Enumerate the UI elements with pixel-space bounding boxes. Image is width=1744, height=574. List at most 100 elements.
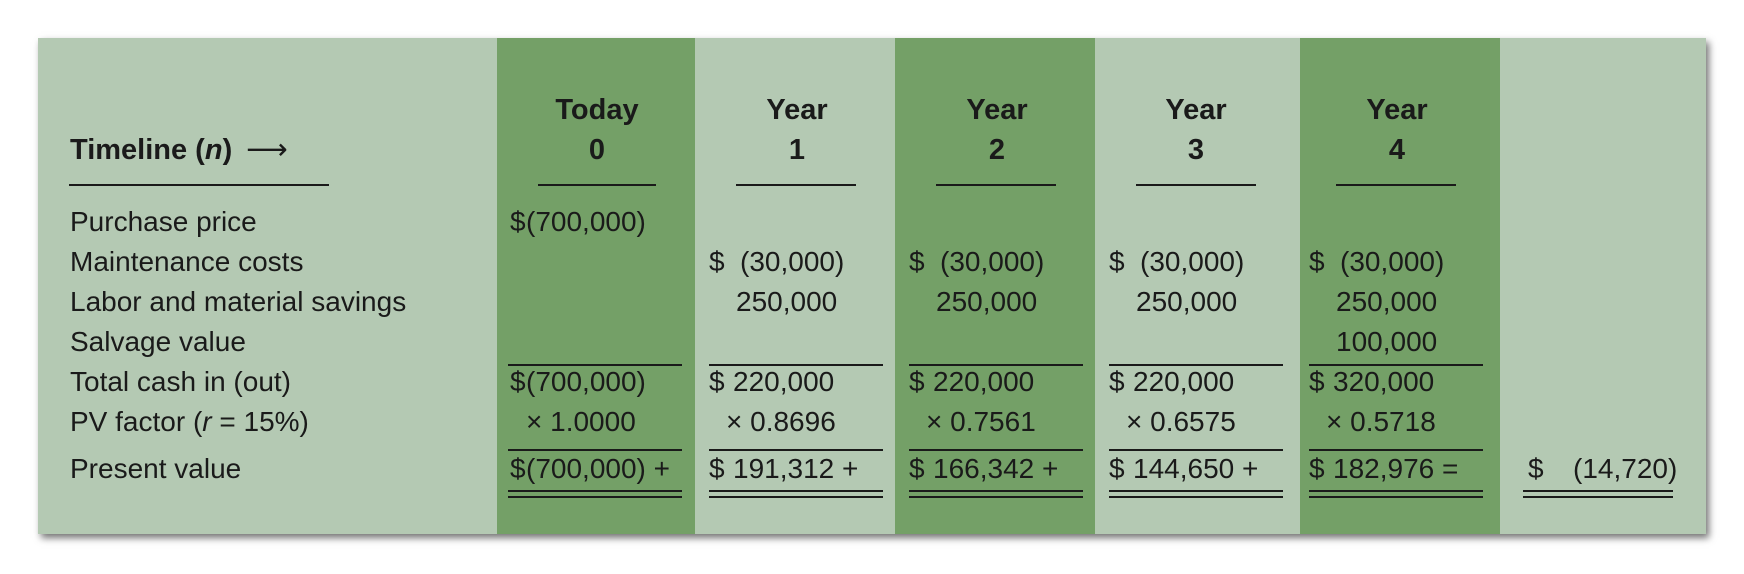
subtotal-rule (1309, 364, 1483, 366)
row-label-maintenance-costs: Maintenance costs (70, 246, 304, 277)
amount: 220,000 (1133, 366, 1235, 397)
pv-factor-r: r (202, 406, 212, 437)
amount: 220,000 (933, 366, 1035, 397)
maintenance-year-3: $ (30,000) (1109, 242, 1269, 282)
pv-factor-year-1: × 0.8696 (726, 406, 836, 437)
amount: (30,000) (740, 246, 845, 277)
total-cash-year-4: $ 320,000 (1309, 362, 1479, 402)
labor-savings-year-4: 250,000 (1336, 286, 1438, 317)
timeline-n: n (204, 134, 223, 166)
double-underline (1109, 490, 1283, 498)
double-underline (1309, 490, 1483, 498)
amount: 182,976 = (1333, 453, 1459, 484)
amount: 220,000 (733, 366, 835, 397)
currency-symbol: $ (1109, 366, 1125, 397)
labor-savings-year-3: 250,000 (1136, 286, 1238, 317)
salvage-value-year-4: 100,000 (1336, 326, 1438, 357)
labor-savings-year-1: 250,000 (736, 286, 838, 317)
amount: (700,000) (526, 366, 646, 397)
present-value-today: $ (700,000) + (510, 449, 686, 489)
currency-symbol: $ (1528, 453, 1544, 484)
col-header-today-title: Today (555, 94, 639, 126)
currency-symbol: $ (1109, 246, 1125, 277)
col-header-year-3-n: 3 (1187, 134, 1205, 166)
header-underline (538, 184, 656, 186)
currency-symbol: $ (1109, 453, 1125, 484)
timeline-label: Timeline (n) ⟶ (70, 130, 288, 170)
total-cash-year-3: $ 220,000 (1109, 362, 1279, 402)
col-header-year-1-n: 1 (788, 134, 806, 166)
col-header-year-1-title: Year (766, 94, 828, 126)
present-value-top-rule (1309, 449, 1483, 451)
col-header-today: Today 0 (497, 90, 697, 170)
subtotal-rule (508, 364, 682, 366)
purchase-price-today: $ (700,000) (510, 202, 670, 242)
double-underline (909, 490, 1083, 498)
currency-symbol: $ (510, 453, 526, 484)
row-label-pv-factor: PV factor (r = 15%) (70, 402, 309, 442)
header-underline (936, 184, 1056, 186)
pv-factor-prefix: PV factor ( (70, 406, 203, 437)
total-cash-today: $ (700,000) (510, 362, 680, 402)
subtotal-rule (1109, 364, 1283, 366)
column-band-today (497, 38, 695, 534)
column-band-year-4 (1300, 38, 1500, 534)
amount: (14,720) (1573, 453, 1678, 484)
pv-factor-year-2: × 0.7561 (926, 406, 1036, 437)
row-label-salvage-value: Salvage value (70, 326, 246, 357)
row-label-purchase-price: Purchase price (70, 206, 257, 237)
col-header-year-2-n: 2 (988, 134, 1006, 166)
column-band-year-2 (895, 38, 1095, 534)
amount: 144,650 + (1133, 453, 1259, 484)
maintenance-year-1: $ (30,000) (709, 242, 869, 282)
double-underline (1523, 490, 1673, 498)
maintenance-year-2: $ (30,000) (909, 242, 1069, 282)
row-label-labor-savings: Labor and material savings (70, 286, 407, 317)
currency-symbol: $ (709, 453, 725, 484)
currency-symbol: $ (909, 366, 925, 397)
col-header-year-2: Year 2 (897, 90, 1097, 170)
currency-symbol: $ (1309, 246, 1325, 277)
amount: (30,000) (1140, 246, 1245, 277)
timeline-label-text: Timeline ( (70, 134, 205, 166)
pv-factor-year-3: × 0.6575 (1126, 406, 1236, 437)
col-header-today-n: 0 (588, 134, 606, 166)
arrow-right-icon: ⟶ (246, 134, 288, 166)
amount: (700,000) + (526, 453, 670, 484)
amount: (30,000) (940, 246, 1045, 277)
amount: 320,000 (1333, 366, 1435, 397)
amount: (700,000) (526, 206, 646, 237)
present-value-year-4: $ 182,976 = (1309, 449, 1485, 489)
subtotal-rule (909, 364, 1083, 366)
currency-symbol: $ (909, 246, 925, 277)
amount: 191,312 + (733, 453, 859, 484)
present-value-year-2: $ 166,342 + (909, 449, 1085, 489)
currency-symbol: $ (1309, 366, 1325, 397)
amount: 166,342 + (933, 453, 1059, 484)
present-value-top-rule (909, 449, 1083, 451)
col-header-year-3: Year 3 (1096, 90, 1296, 170)
subtotal-rule (709, 364, 883, 366)
labor-savings-year-2: 250,000 (936, 286, 1038, 317)
col-header-year-4: Year 4 (1297, 90, 1497, 170)
currency-symbol: $ (510, 366, 526, 397)
double-underline (508, 490, 682, 498)
maintenance-year-4: $ (30,000) (1309, 242, 1469, 282)
col-header-year-1: Year 1 (697, 90, 897, 170)
col-header-year-4-title: Year (1366, 94, 1428, 126)
present-value-top-rule (1109, 449, 1283, 451)
present-value-top-rule (508, 449, 682, 451)
npv-timeline-table: Timeline (n) ⟶ Today 0 Year 1 Year 2 Yea… (38, 38, 1706, 534)
timeline-underline (69, 184, 329, 186)
timeline-label-close: ) (222, 134, 233, 166)
pv-factor-suffix: = 15%) (211, 406, 309, 437)
col-header-year-2-title: Year (966, 94, 1028, 126)
pv-factor-year-4: × 0.5718 (1326, 406, 1436, 437)
present-value-top-rule (709, 449, 883, 451)
col-header-year-3-title: Year (1165, 94, 1227, 126)
net-present-value: $ (14,720) (1528, 449, 1678, 489)
currency-symbol: $ (909, 453, 925, 484)
header-underline (736, 184, 856, 186)
double-underline (709, 490, 883, 498)
currency-symbol: $ (510, 206, 526, 237)
